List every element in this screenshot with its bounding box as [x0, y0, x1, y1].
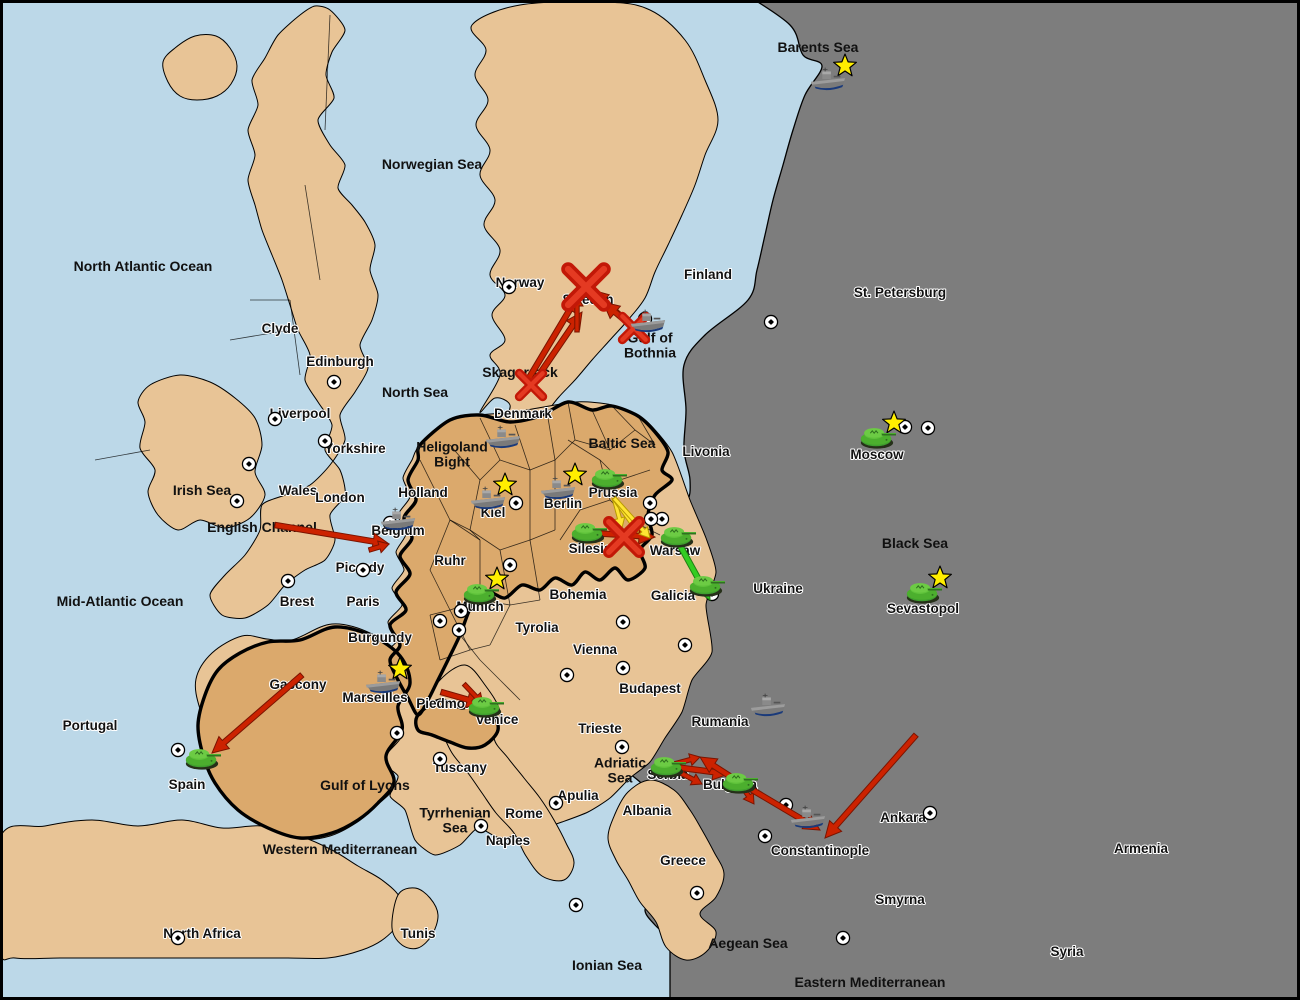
svg-text:Galicia: Galicia	[651, 588, 696, 603]
svg-text:Irish Sea: Irish Sea	[173, 482, 232, 498]
svg-text:Ankara: Ankara	[880, 810, 926, 825]
svg-text:Bohemia: Bohemia	[549, 587, 607, 602]
svg-text:Rome: Rome	[505, 806, 543, 821]
svg-text:Baltic Sea: Baltic Sea	[589, 435, 656, 451]
svg-text:Apulia: Apulia	[557, 788, 599, 803]
svg-text:Rumania: Rumania	[691, 714, 749, 729]
svg-text:Gulf of Lyons: Gulf of Lyons	[320, 777, 410, 793]
svg-text:Denmark: Denmark	[494, 406, 552, 421]
svg-text:Smyrna: Smyrna	[875, 892, 925, 907]
svg-text:Livonia: Livonia	[682, 444, 730, 459]
svg-text:Paris: Paris	[346, 594, 379, 609]
svg-text:Spain: Spain	[169, 777, 206, 792]
svg-text:Barents Sea: Barents Sea	[778, 39, 859, 55]
svg-text:Heligoland: Heligoland	[416, 439, 488, 455]
svg-text:Vienna: Vienna	[573, 642, 618, 657]
svg-text:Sea: Sea	[443, 819, 468, 835]
svg-text:Adriatic: Adriatic	[594, 755, 646, 771]
svg-text:Trieste: Trieste	[578, 721, 622, 736]
svg-text:Aegean Sea: Aegean Sea	[708, 935, 788, 951]
svg-text:Finland: Finland	[684, 267, 732, 282]
svg-text:Sea: Sea	[608, 769, 633, 785]
svg-text:Portugal: Portugal	[63, 718, 118, 733]
svg-text:North Atlantic Ocean: North Atlantic Ocean	[74, 258, 213, 274]
svg-text:North Sea: North Sea	[382, 384, 448, 400]
svg-text:Mid-Atlantic Ocean: Mid-Atlantic Ocean	[57, 593, 184, 609]
svg-text:Ukraine: Ukraine	[753, 581, 803, 596]
svg-text:Greece: Greece	[660, 853, 706, 868]
svg-text:Yorkshire: Yorkshire	[324, 441, 386, 456]
svg-text:Albania: Albania	[623, 803, 672, 818]
svg-text:Eastern Mediterranean: Eastern Mediterranean	[795, 974, 946, 990]
svg-text:Naples: Naples	[486, 833, 530, 848]
svg-text:Syria: Syria	[1050, 944, 1084, 959]
svg-text:Budapest: Budapest	[619, 681, 681, 696]
svg-text:Bight: Bight	[434, 453, 470, 469]
svg-text:Armenia: Armenia	[1114, 841, 1169, 856]
svg-text:Brest: Brest	[280, 594, 315, 609]
svg-text:Western Mediterranean: Western Mediterranean	[263, 841, 418, 857]
svg-text:Clyde: Clyde	[262, 321, 299, 336]
svg-text:Wales: Wales	[279, 483, 318, 498]
svg-text:Edinburgh: Edinburgh	[306, 354, 374, 369]
svg-text:St. Petersburg: St. Petersburg	[854, 285, 946, 300]
svg-text:Norwegian Sea: Norwegian Sea	[382, 156, 483, 172]
svg-text:Tyrolia: Tyrolia	[515, 620, 559, 635]
svg-text:Black Sea: Black Sea	[882, 535, 948, 551]
svg-text:London: London	[315, 490, 364, 505]
svg-text:Bothnia: Bothnia	[624, 344, 676, 360]
svg-text:Constantinople: Constantinople	[771, 843, 870, 858]
svg-text:Moscow: Moscow	[850, 447, 904, 462]
svg-text:Ruhr: Ruhr	[434, 553, 466, 568]
svg-text:Tyrrhenian: Tyrrhenian	[419, 805, 490, 821]
svg-text:Burgundy: Burgundy	[348, 630, 412, 645]
svg-text:Holland: Holland	[398, 485, 448, 500]
svg-text:Ionian Sea: Ionian Sea	[572, 957, 642, 973]
svg-text:Tunis: Tunis	[401, 926, 436, 941]
